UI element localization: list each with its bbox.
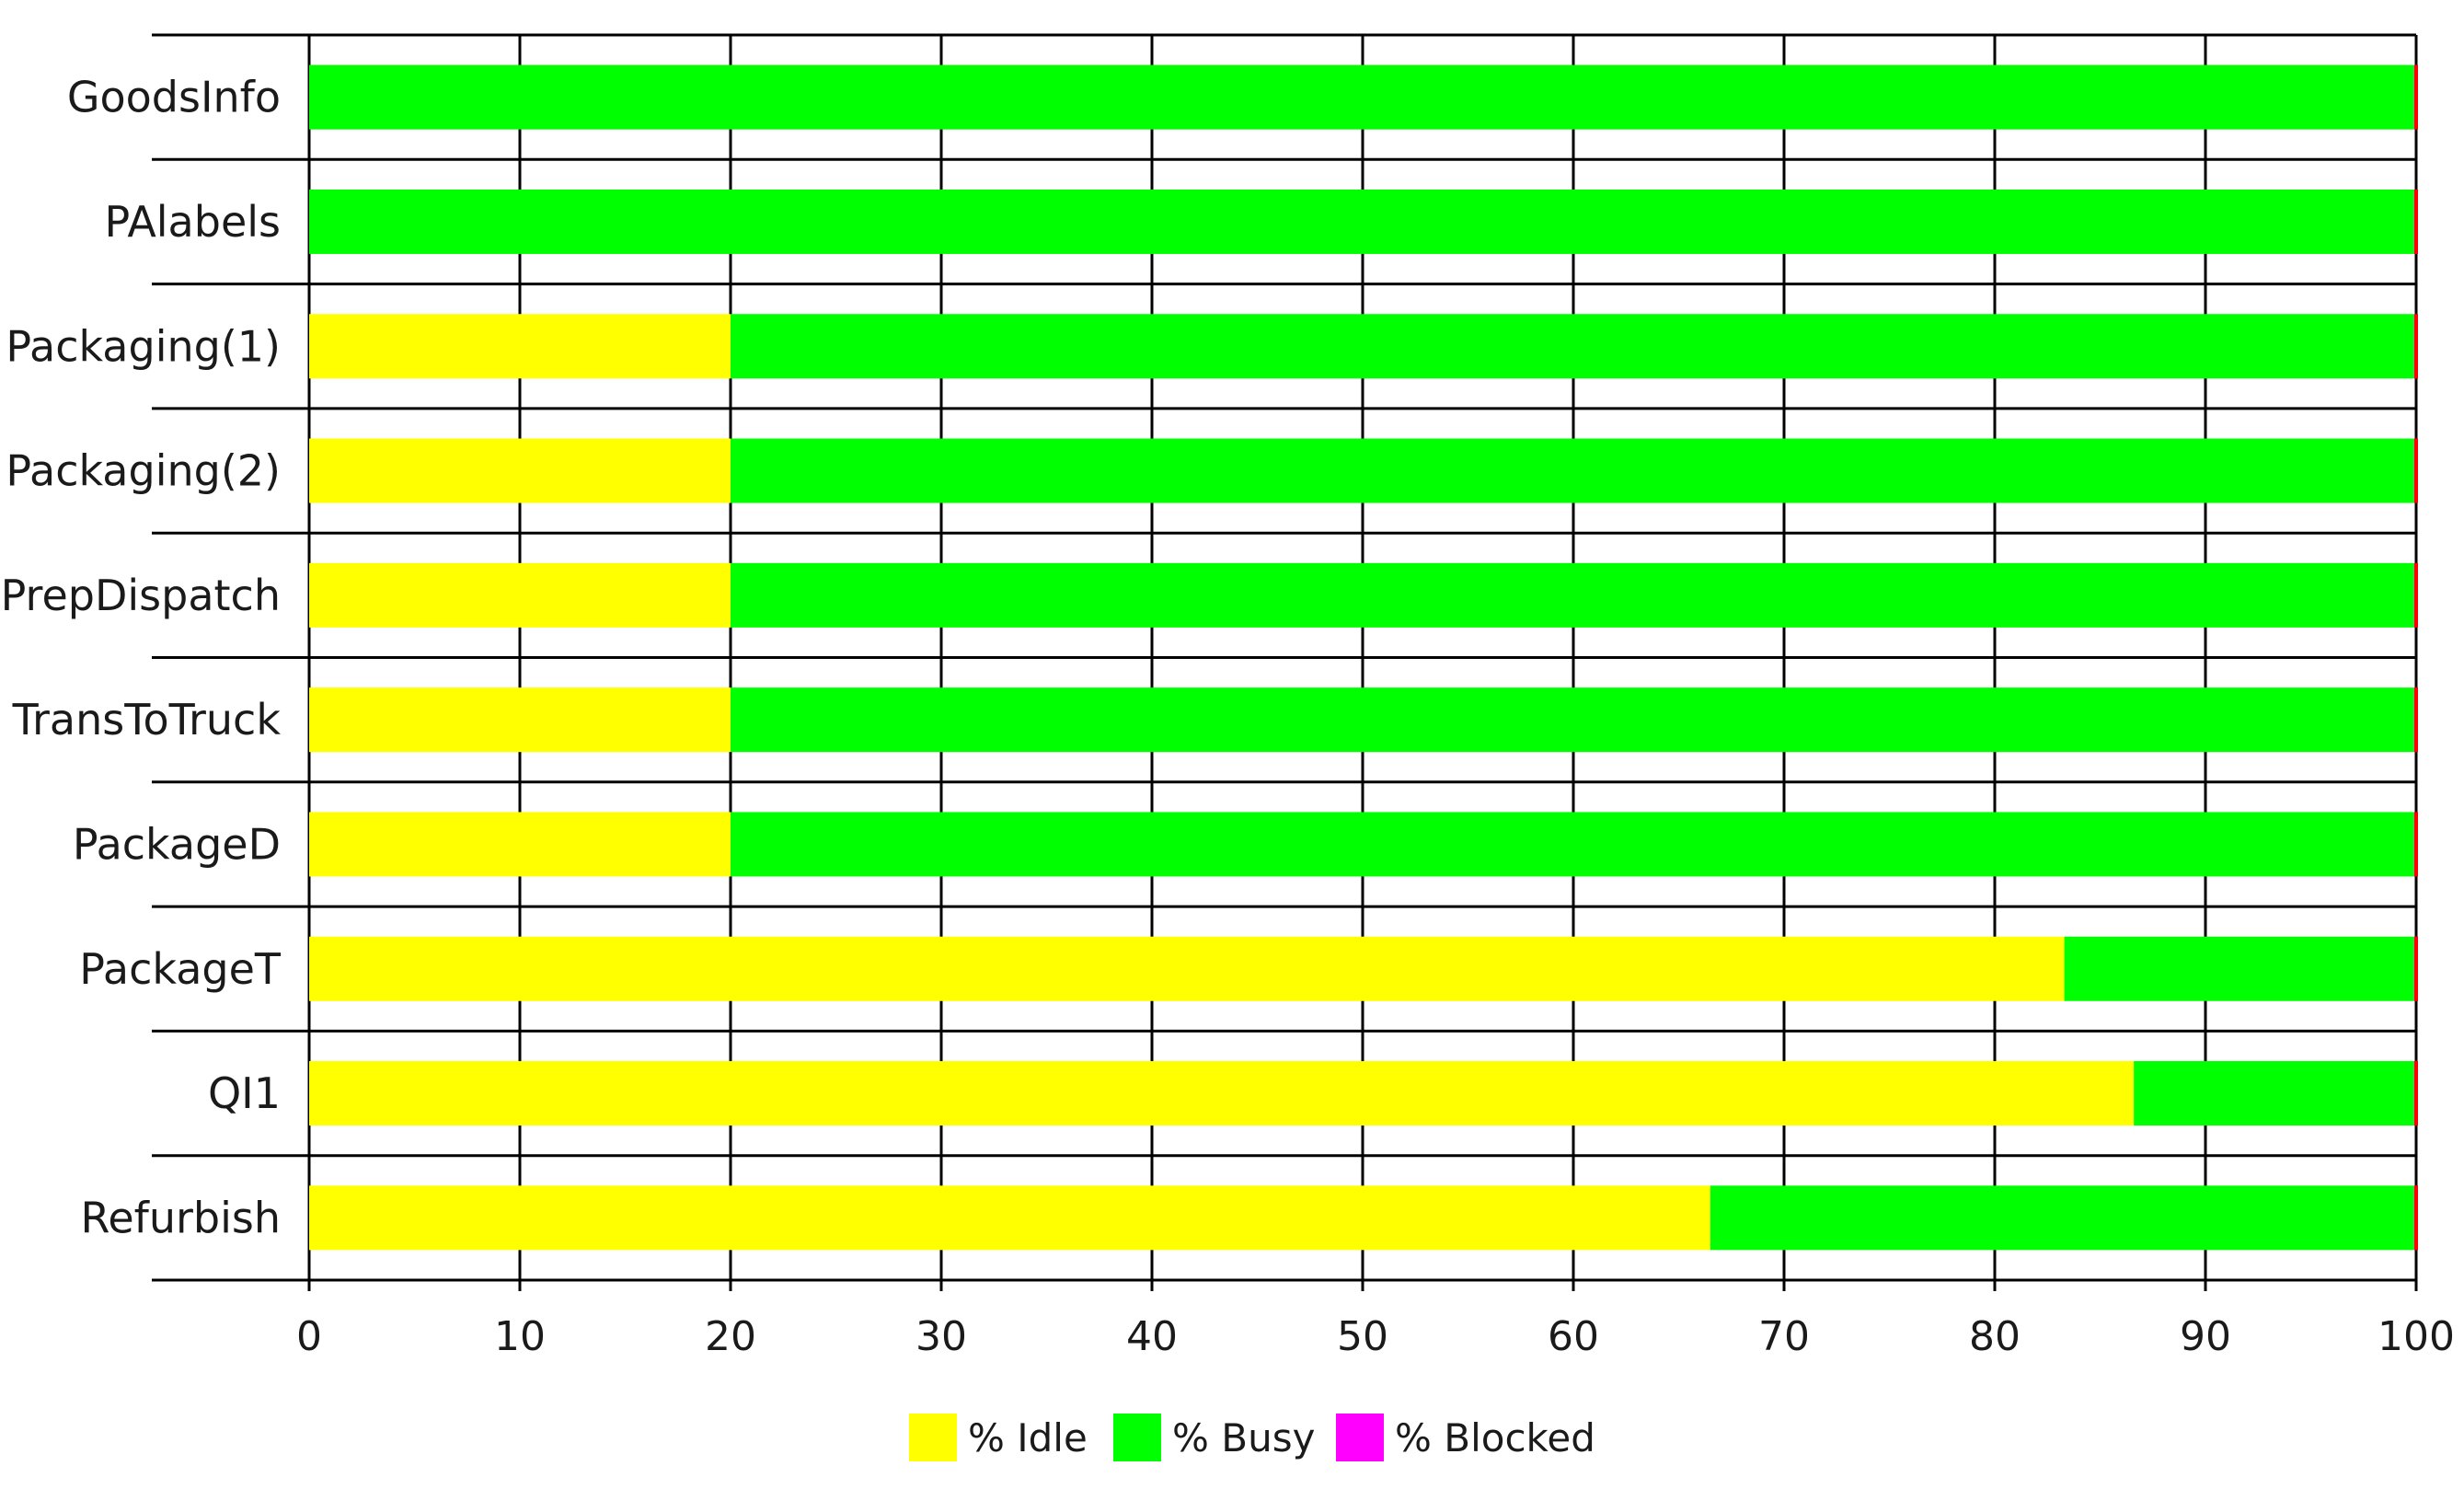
x-tick-label: 60 xyxy=(1548,1313,1599,1360)
bar-transtotruck-busy xyxy=(731,687,2414,753)
category-label-prepdispatch: PrepDispatch xyxy=(1,571,281,620)
bar-packaging-1-idle xyxy=(309,314,731,379)
bar-palabels-busy xyxy=(309,189,2414,254)
legend-label-blocked: % Blocked xyxy=(1395,1415,1595,1460)
bar-packaging-1-busy xyxy=(731,314,2414,379)
bar-qi1-busy xyxy=(2134,1061,2414,1126)
x-tick-labels: 0 10 20 30 40 50 60 70 80 90 100 xyxy=(296,1313,2455,1360)
bar-prepdispatch-idle xyxy=(309,562,731,628)
bars-layer xyxy=(309,64,2418,1251)
bar-packaged-busy xyxy=(731,812,2414,877)
bar-end-marker xyxy=(2414,936,2418,1001)
x-tick-label: 0 xyxy=(296,1313,322,1360)
bar-end-marker xyxy=(2414,189,2418,254)
category-label-refurbish: Refurbish xyxy=(80,1193,281,1242)
x-tick-label: 10 xyxy=(494,1313,546,1360)
bar-packaged-idle xyxy=(309,812,731,877)
bar-packaging-2-idle xyxy=(309,438,731,503)
category-label-transtotruck: TransToTruck xyxy=(12,695,282,744)
legend: % Idle % Busy % Blocked xyxy=(909,1414,1595,1461)
bar-goodsinfo-busy xyxy=(309,64,2414,130)
x-tick-label: 90 xyxy=(2180,1313,2231,1360)
category-label-packaging-2: Packaging(2) xyxy=(6,446,281,496)
bar-qi1-idle xyxy=(309,1061,2135,1126)
bar-refurbish-idle xyxy=(309,1185,1710,1251)
category-label-packaged: PackageD xyxy=(73,819,281,869)
bar-end-marker xyxy=(2414,812,2418,877)
bar-prepdispatch-busy xyxy=(731,562,2414,628)
category-label-goodsinfo: GoodsInfo xyxy=(67,73,281,122)
bar-end-marker xyxy=(2414,687,2418,753)
x-tick-label: 50 xyxy=(1337,1313,1388,1360)
x-tick-label: 80 xyxy=(1969,1313,2021,1360)
category-label-packaging-1: Packaging(1) xyxy=(6,321,281,371)
legend-swatch-idle xyxy=(909,1414,957,1461)
bar-end-marker xyxy=(2414,1061,2418,1126)
x-tick-label: 40 xyxy=(1126,1313,1178,1360)
bar-transtotruck-idle xyxy=(309,687,731,753)
category-label-packaget: PackageT xyxy=(79,944,282,994)
legend-label-busy: % Busy xyxy=(1172,1415,1315,1460)
x-tick-label: 100 xyxy=(2378,1313,2455,1360)
bar-refurbish-busy xyxy=(1710,1185,2414,1251)
bar-packaget-busy xyxy=(2064,936,2414,1001)
bar-end-marker xyxy=(2414,438,2418,503)
legend-label-idle: % Idle xyxy=(968,1415,1088,1460)
legend-swatch-busy xyxy=(1113,1414,1161,1461)
bar-end-marker xyxy=(2414,1185,2418,1251)
legend-swatch-blocked xyxy=(1336,1414,1384,1461)
x-tick-label: 70 xyxy=(1758,1313,1810,1360)
category-label-palabels: PAlabels xyxy=(105,197,281,247)
x-tick-label: 20 xyxy=(705,1313,756,1360)
bar-packaget-idle xyxy=(309,936,2065,1001)
bar-end-marker xyxy=(2414,562,2418,628)
category-label-qi1: QI1 xyxy=(208,1068,281,1118)
bar-packaging-2-busy xyxy=(731,438,2414,503)
bar-end-marker xyxy=(2414,314,2418,379)
x-tick-label: 30 xyxy=(915,1313,967,1360)
bar-end-marker xyxy=(2414,64,2418,130)
category-labels: GoodsInfo PAlabels Packaging(1) Packaging(2… xyxy=(1,73,282,1243)
